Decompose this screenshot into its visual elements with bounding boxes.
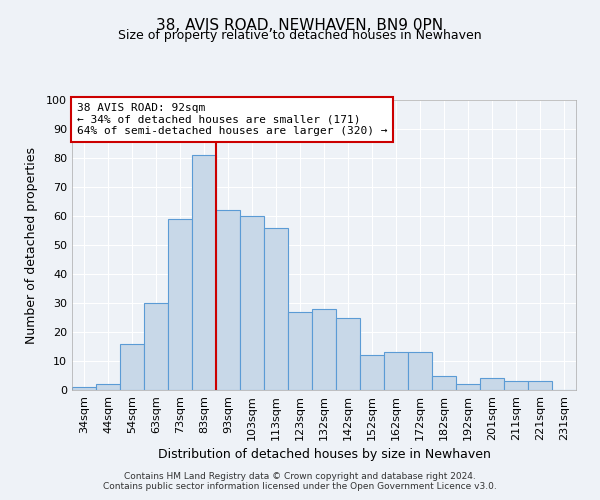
X-axis label: Distribution of detached houses by size in Newhaven: Distribution of detached houses by size … <box>158 448 490 461</box>
Text: Size of property relative to detached houses in Newhaven: Size of property relative to detached ho… <box>118 29 482 42</box>
Bar <box>72 387 96 390</box>
Bar <box>168 219 192 390</box>
Bar <box>480 378 504 390</box>
Text: 38 AVIS ROAD: 92sqm
← 34% of detached houses are smaller (171)
64% of semi-detac: 38 AVIS ROAD: 92sqm ← 34% of detached ho… <box>77 103 388 136</box>
Bar <box>456 384 480 390</box>
Bar <box>120 344 144 390</box>
Bar <box>288 312 312 390</box>
Bar <box>192 155 216 390</box>
Text: Contains HM Land Registry data © Crown copyright and database right 2024.: Contains HM Land Registry data © Crown c… <box>124 472 476 481</box>
Bar <box>336 318 360 390</box>
Bar <box>144 303 168 390</box>
Bar <box>240 216 264 390</box>
Text: Contains public sector information licensed under the Open Government Licence v3: Contains public sector information licen… <box>103 482 497 491</box>
Bar <box>360 355 384 390</box>
Text: 38, AVIS ROAD, NEWHAVEN, BN9 0PN: 38, AVIS ROAD, NEWHAVEN, BN9 0PN <box>157 18 443 32</box>
Bar <box>264 228 288 390</box>
Bar <box>384 352 408 390</box>
Bar <box>216 210 240 390</box>
Y-axis label: Number of detached properties: Number of detached properties <box>25 146 38 344</box>
Bar <box>408 352 432 390</box>
Bar <box>504 382 528 390</box>
Bar <box>432 376 456 390</box>
Bar <box>528 382 552 390</box>
Bar <box>96 384 120 390</box>
Bar <box>312 309 336 390</box>
